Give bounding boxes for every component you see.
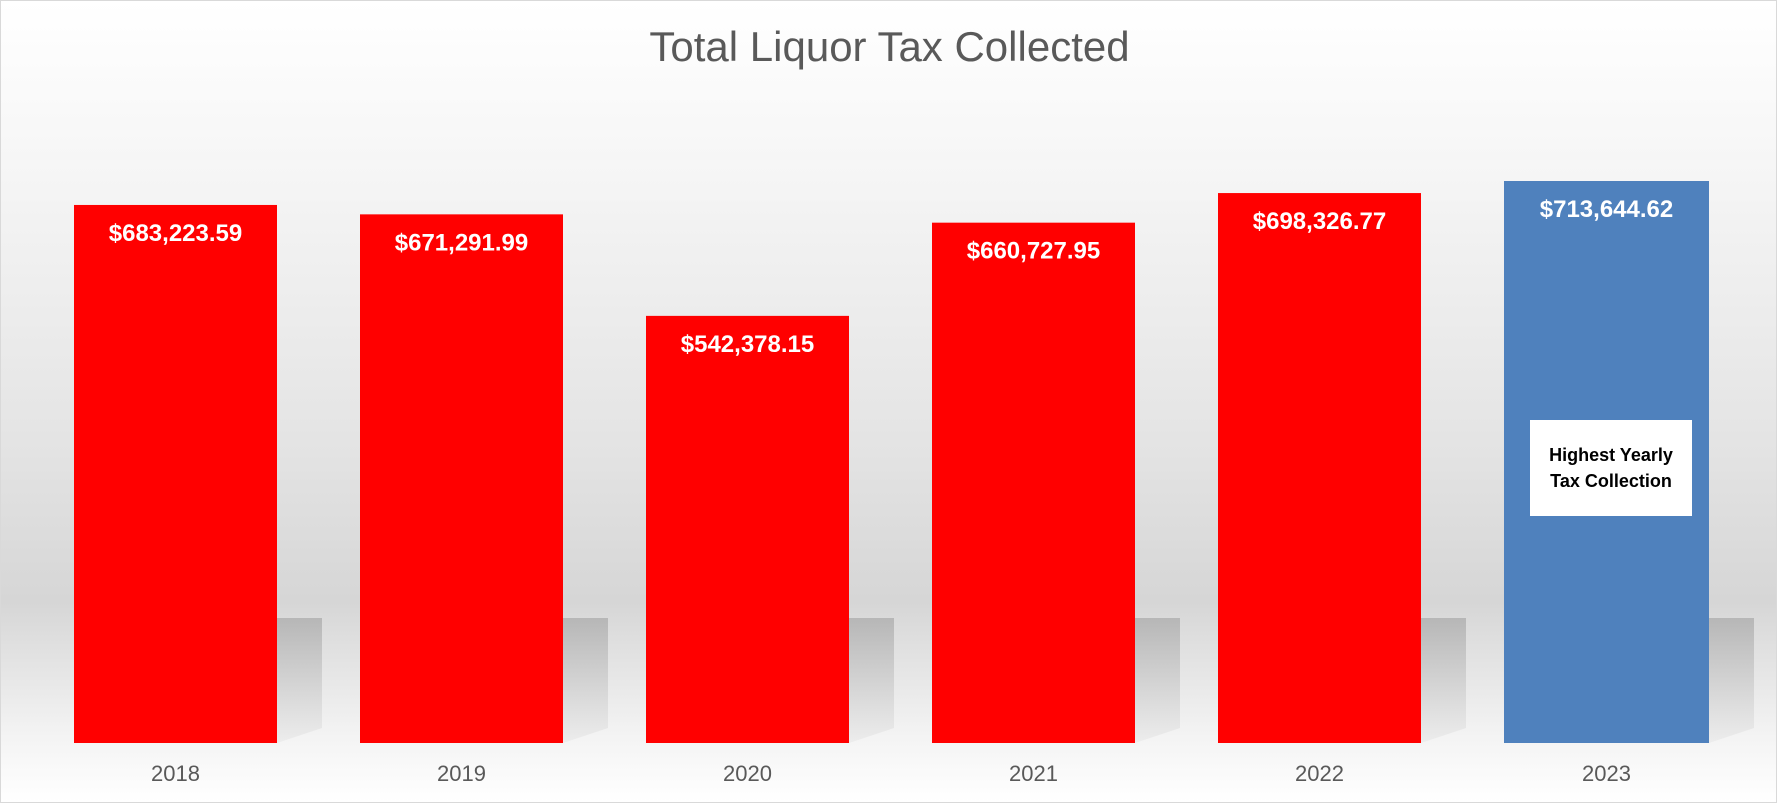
data-label-2018: $683,223.59 [109,220,242,247]
bar-2018 [74,204,277,743]
bar-2020 [646,315,849,743]
bar-shadow [1421,618,1466,743]
bar-2019 [360,214,563,744]
x-tick-label-2022: 2022 [1295,761,1344,786]
bar-shadow [1135,618,1180,743]
bar-2022 [1218,193,1421,743]
data-label-2019: $671,291.99 [395,229,528,256]
x-tick-label-2018: 2018 [151,761,200,786]
bar-shadow [849,618,894,743]
data-label-2021: $660,727.95 [967,238,1100,265]
x-tick-label-2021: 2021 [1009,761,1058,786]
chart-title: Total Liquor Tax Collected [649,23,1130,70]
bar-shadow [1709,618,1754,743]
x-tick-label-2019: 2019 [437,761,486,786]
bar-2021 [932,222,1135,743]
bar-shadow [563,618,608,743]
highest-collection-callout: Highest Yearly Tax Collection [1530,420,1692,516]
data-label-2022: $698,326.77 [1253,208,1386,235]
data-label-2020: $542,378.15 [681,331,814,358]
x-tick-label-2023: 2023 [1582,761,1631,786]
data-label-2023: $713,644.62 [1540,196,1673,223]
x-tick-label-2020: 2020 [723,761,772,786]
bar-shadow [277,618,322,743]
